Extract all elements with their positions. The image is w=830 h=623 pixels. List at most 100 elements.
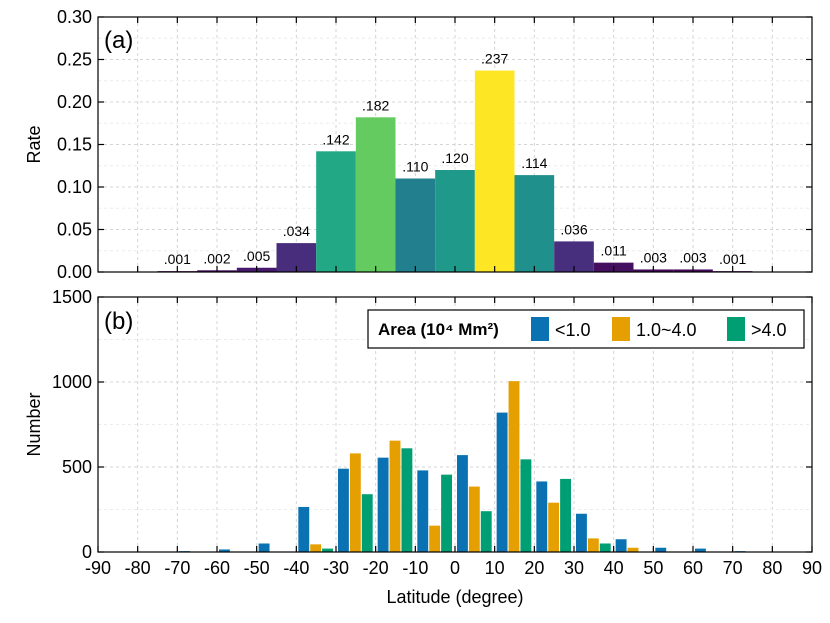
legend-swatch <box>612 317 630 341</box>
panel-b-label: (b) <box>104 308 133 335</box>
y-tick-label: 0.15 <box>57 135 92 155</box>
rate-data-label: .237 <box>481 51 508 67</box>
panel-b-bars <box>179 381 746 552</box>
x-tick-label: -20 <box>363 558 389 578</box>
rate-data-label: .003 <box>640 249 667 265</box>
rate-data-label: .001 <box>164 251 191 267</box>
rate-bar <box>435 170 475 272</box>
rate-data-label: .034 <box>283 223 310 239</box>
y-tick-label: 0.25 <box>57 50 92 70</box>
rate-bar <box>395 178 436 272</box>
x-tick-label: 70 <box>723 558 743 578</box>
legend-entry-label: <1.0 <box>555 320 591 340</box>
y-tick-label: 0.30 <box>57 7 92 27</box>
rate-data-label: .036 <box>560 221 587 237</box>
x-tick-label: 30 <box>564 558 584 578</box>
count-bar <box>548 502 560 552</box>
y-tick-label: 0.10 <box>57 177 92 197</box>
x-tick-label: 60 <box>683 558 703 578</box>
x-tick-label: -40 <box>283 558 309 578</box>
count-bar <box>349 453 361 552</box>
x-tick-label: 10 <box>485 558 505 578</box>
rate-data-label: .005 <box>243 248 270 264</box>
legend-entry-label: >4.0 <box>751 320 787 340</box>
count-bar <box>694 548 706 552</box>
rate-data-label: .001 <box>719 251 746 267</box>
panel-b-y-axis-label: Number <box>24 392 44 456</box>
x-tick-label: -70 <box>164 558 190 578</box>
panel-b-ticks: 0 500 1000 1500 -90 -80 -70 -60 -50 -40 -30 -20 -10 0… <box>52 287 822 578</box>
y-tick-label: 1500 <box>52 287 92 307</box>
panel-a-grid <box>98 17 812 272</box>
count-bar <box>575 513 587 552</box>
x-tick-label: 90 <box>802 558 822 578</box>
y-tick-label: 500 <box>62 457 92 477</box>
count-bar <box>456 455 468 552</box>
panel-a-ticks: 0.00 0.05 0.10 0.15 0.20 0.25 0.30 <box>57 7 812 282</box>
legend-entries: <1.0 1.0~4.0 >4.0 <box>531 317 787 341</box>
panel-b-count-histogram: 0 500 1000 1500 -90 -80 -70 -60 -50 -40 -30 -20 -10 0… <box>24 287 822 607</box>
x-tick-label: -30 <box>323 558 349 578</box>
count-bar <box>441 474 453 552</box>
rate-data-label: .003 <box>679 249 706 265</box>
count-bar <box>627 547 639 552</box>
count-bar <box>508 381 520 552</box>
count-bar <box>655 547 667 552</box>
legend-swatch <box>727 317 745 341</box>
rate-bar <box>316 151 356 272</box>
count-bar <box>258 543 270 552</box>
x-tick-label: -80 <box>125 558 151 578</box>
x-tick-label: 80 <box>762 558 782 578</box>
rate-data-label: .182 <box>362 97 389 113</box>
x-tick-label: -60 <box>204 558 230 578</box>
count-bar <box>389 440 401 552</box>
legend-entry-label: 1.0~4.0 <box>636 320 697 340</box>
rate-bar <box>514 175 555 272</box>
count-bar <box>615 539 627 552</box>
rate-data-label: .110 <box>402 159 428 175</box>
rate-data-label: .011 <box>601 243 627 259</box>
count-bar <box>587 538 599 552</box>
rate-data-label: .114 <box>521 155 547 171</box>
count-bar <box>361 494 373 552</box>
y-tick-label: 0.20 <box>57 92 92 112</box>
count-bar <box>599 543 611 552</box>
y-tick-label: 0 <box>82 542 92 562</box>
legend-title: Area (10⁴ Mm²) <box>378 320 499 339</box>
x-tick-label: 40 <box>604 558 624 578</box>
x-tick-label: -50 <box>244 558 270 578</box>
x-tick-label: -10 <box>402 558 428 578</box>
count-bar <box>218 549 230 552</box>
x-tick-label: 20 <box>524 558 544 578</box>
x-tick-label: 50 <box>643 558 663 578</box>
rate-bar <box>474 70 515 272</box>
panel-a-data-labels: .001 .002 .005 .034 .142 .182 .110 .120 .237 .114… <box>164 51 747 268</box>
count-bar <box>298 506 310 552</box>
x-tick-label: 0 <box>450 558 460 578</box>
count-bar <box>417 470 429 552</box>
count-bar <box>310 544 322 552</box>
legend: Area (10⁴ Mm²) <1.0 1.0~4.0 >4.0 <box>367 309 805 349</box>
count-bar <box>429 525 441 552</box>
rate-bar <box>355 117 396 272</box>
count-bar <box>337 468 349 552</box>
y-tick-label: 0.00 <box>57 262 92 282</box>
legend-swatch <box>531 317 549 341</box>
y-tick-label: 1000 <box>52 372 92 392</box>
count-bar <box>468 486 480 552</box>
rate-data-label: .002 <box>203 250 230 266</box>
count-bar <box>322 548 334 552</box>
panel-a-y-axis-label: Rate <box>24 125 44 163</box>
rate-data-label: .120 <box>441 150 468 166</box>
count-bar <box>560 478 572 552</box>
count-bar <box>536 481 548 552</box>
panel-a-bars <box>157 70 753 272</box>
x-axis-label: Latitude (degree) <box>386 587 523 607</box>
count-bar <box>496 412 508 552</box>
y-tick-label: 0.05 <box>57 220 92 240</box>
rate-data-label: .142 <box>322 131 349 147</box>
count-bar <box>480 511 492 552</box>
count-bar <box>520 459 532 552</box>
x-tick-label: -90 <box>85 558 111 578</box>
